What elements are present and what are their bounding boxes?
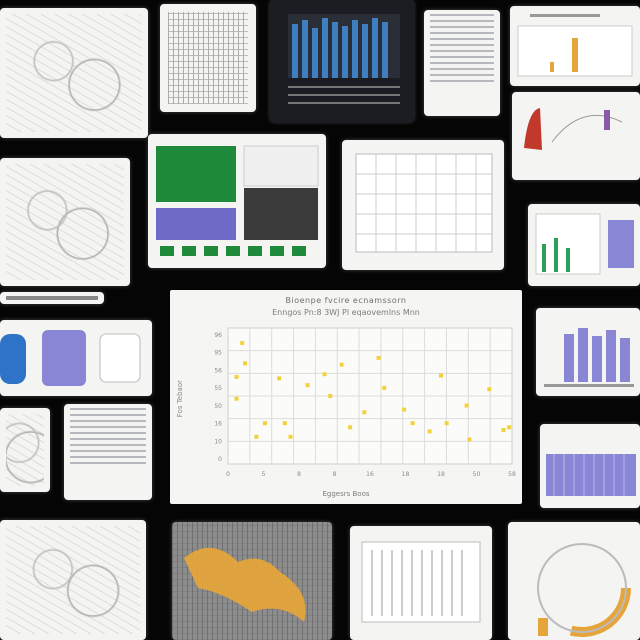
scatter-point: [487, 387, 492, 392]
scatter-point: [362, 410, 367, 415]
scatter-panel: Bioenpe fvcire ecnamssorn Enngos Pn:8 3W…: [170, 290, 522, 504]
thumb-purple-striped-svg: [546, 454, 636, 496]
thumb-red-sketch-svg: [524, 108, 623, 150]
scatter-point: [439, 373, 443, 378]
scatter-point: [467, 437, 472, 442]
scatter-point: [305, 383, 310, 388]
thumb-sketch-drawing-3: [6, 526, 140, 634]
scatter-point: [382, 385, 387, 390]
thumb-document-lines: [424, 14, 500, 82]
thumb-shell-sketch: [0, 408, 50, 492]
thumb-shell-drawing: [6, 414, 44, 486]
scatter-x-tick-label: 0: [226, 471, 230, 478]
thumb-blue-beaker-svg: [0, 330, 141, 386]
thumb-green-dashboard: [148, 134, 326, 268]
thumb-orange-chart: [510, 6, 640, 86]
thumb-gauge: [508, 522, 640, 640]
thumb-caption-strip: [0, 292, 104, 304]
thumb-red-sketch: [512, 92, 640, 180]
scatter-point: [282, 421, 287, 426]
scatter-point: [277, 376, 282, 381]
scatter-x-tick-label: 18: [402, 471, 410, 478]
thumb-sketch-drawing: [6, 14, 142, 132]
thumb-orange-specimen: [172, 522, 332, 640]
scatter-point: [328, 394, 333, 398]
scatter-point: [339, 362, 344, 367]
scatter-y-tick-label: 0: [218, 456, 222, 463]
thumb-blue-bar-chart-svg: [288, 14, 400, 104]
scatter-point: [376, 355, 381, 360]
scatter-point: [501, 428, 506, 432]
scatter-point: [234, 396, 239, 401]
thumb-document-mid: [64, 404, 152, 500]
thumb-blue-bar-chart: [270, 0, 414, 122]
scatter-y-tick-label: 16: [214, 421, 222, 428]
scatter-point: [254, 434, 259, 439]
thumb-green-bars: [528, 204, 640, 286]
scatter-x-tick-label: 18: [437, 471, 445, 478]
scatter-point: [240, 340, 245, 345]
scatter-point: [288, 434, 293, 439]
scatter-point: [427, 429, 432, 434]
thumb-grid-chart-svg: [355, 153, 493, 253]
scatter-point: [322, 372, 327, 377]
scatter-title: Bioenpe fvcire ecnamssorn: [285, 296, 407, 305]
scatter-x-tick-label: 58: [508, 471, 516, 478]
scatter-point: [402, 407, 407, 412]
thumb-orange-specimen-svg: [184, 547, 306, 622]
scatter-point: [348, 425, 353, 430]
scatter-x-tick-label: 16: [366, 471, 374, 478]
scatter-y-tick-label: 96: [214, 332, 222, 339]
scatter-point: [464, 403, 469, 408]
thumb-table-document: [160, 4, 256, 112]
scatter-x-tick-label: 5: [262, 471, 266, 478]
scatter-point: [234, 374, 239, 379]
scatter-point: [410, 421, 415, 426]
thumb-sketch-bottom-left: [0, 520, 146, 640]
thumb-purple-bars-right-svg: [544, 328, 634, 387]
thumb-orange-chart-svg: [517, 14, 633, 77]
thumb-blue-beaker: [0, 320, 152, 396]
scatter-y-tick-label: 55: [214, 385, 222, 392]
thumb-document-mid-lines: [64, 408, 152, 464]
scatter-x-tick-label: 50: [473, 471, 481, 478]
thumb-sketch-top-left: [0, 8, 148, 138]
scatter-point: [243, 361, 248, 366]
thumb-sketch-drawing-2: [6, 164, 124, 280]
scatter-x-axis-label: Eggesrs Boos: [322, 490, 370, 498]
scatter-point: [262, 421, 267, 426]
scatter-y-tick-label: 95: [214, 350, 222, 357]
scatter-point: [444, 421, 449, 426]
scatter-x-tick-label: 8: [297, 471, 301, 478]
thumb-table-lines: [168, 12, 248, 104]
thumb-sketch-left: [0, 158, 130, 286]
scatter-subtitle: Enngos Pn:8 3WJ Pl eqaovemlns Mnn: [272, 308, 420, 317]
scatter-y-tick-label: 56: [214, 367, 222, 374]
thumb-document-top: [424, 10, 500, 116]
scatter-x-tick-label: 8: [333, 471, 337, 478]
thumb-purple-striped: [540, 424, 640, 508]
thumb-gauge-svg: [533, 539, 631, 637]
scatter-y-tick-label: 50: [214, 403, 222, 410]
scatter-point: [507, 425, 512, 430]
thumb-bar-table: [350, 526, 492, 640]
scatter-y-tick-label: 10: [214, 438, 222, 445]
thumb-green-bars-svg: [535, 213, 634, 275]
thumb-bar-table-svg: [361, 541, 481, 623]
thumb-purple-bars-right: [536, 308, 640, 396]
thumb-green-dashboard-svg: [156, 145, 319, 256]
thumb-grid-chart: [342, 140, 504, 270]
